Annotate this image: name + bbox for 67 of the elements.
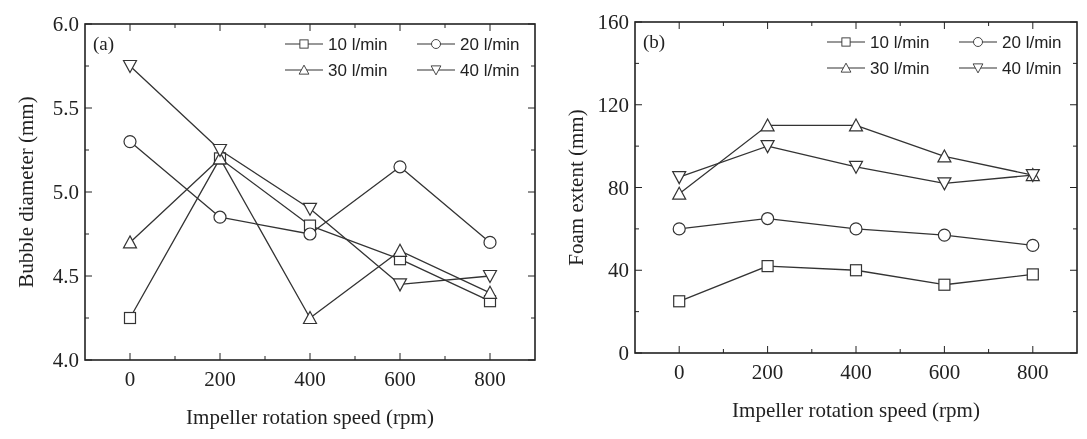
point [392,278,408,292]
annotation: (b) [643,31,666,53]
y-axis-title: Bubble diameter (mm) [14,96,38,288]
x-tick-label: 0 [124,367,136,391]
point [1026,238,1040,253]
y-tick-label: 5.0 [52,180,79,204]
x-tick-label: 0 [673,360,685,384]
point [123,135,137,149]
point [212,143,228,158]
x-tick-label: 600 [384,367,416,391]
y-tick-label: 0 [618,341,629,365]
legend-label: 30 l/min [328,61,388,80]
x-tick-label: 200 [204,367,236,391]
x-tick-label: 600 [928,360,961,384]
x-tick-label: 800 [1017,360,1049,384]
annotation: (a) [93,33,115,55]
legend-label: 10 l/min [328,35,388,54]
point [213,210,227,224]
legend-label: 40 l/min [460,61,520,80]
point [673,295,686,308]
point [483,235,497,249]
point [302,310,318,325]
y-tick-label: 120 [597,92,629,117]
y-tick-label: 4.5 [52,264,79,288]
point [761,260,774,273]
point [937,228,951,242]
point [1026,268,1039,281]
point [672,186,687,200]
point [937,177,952,191]
point [302,202,318,216]
legend-label: 10 l/min [870,33,930,52]
x-axis-title: Impeller rotation speed (rpm) [186,405,434,429]
legend-label: 40 l/min [1002,59,1062,78]
x-tick-label: 400 [840,360,872,384]
legend-label: 20 l/min [460,35,520,54]
point [482,269,498,284]
y-tick-label: 40 [608,258,629,283]
point [392,243,408,257]
point [672,222,686,236]
point [849,222,863,236]
point [848,160,864,174]
point [122,235,138,249]
y-axis-title: Foam extent (mm) [564,109,588,266]
x-tick-label: 800 [474,367,506,391]
point [393,160,407,174]
legend-label: 20 l/min [1002,33,1062,52]
point [482,285,498,299]
point [937,149,952,163]
point [938,278,951,291]
y-tick-label: 4.0 [52,348,79,372]
x-axis-title: Impeller rotation speed (rpm) [732,398,980,422]
y-tick-label: 6.0 [52,12,79,36]
point [123,311,137,325]
point [122,59,138,74]
y-tick-label: 80 [608,175,629,200]
point [760,140,775,154]
point [848,118,864,132]
point [760,118,775,132]
x-tick-label: 200 [751,360,784,384]
legend-label: 30 l/min [870,59,930,78]
point [849,264,863,277]
x-tick-label: 400 [294,367,326,391]
point [303,227,317,241]
point [672,171,687,185]
y-tick-label: 160 [597,10,629,34]
y-tick-label: 5.5 [52,96,79,120]
point [761,211,775,226]
